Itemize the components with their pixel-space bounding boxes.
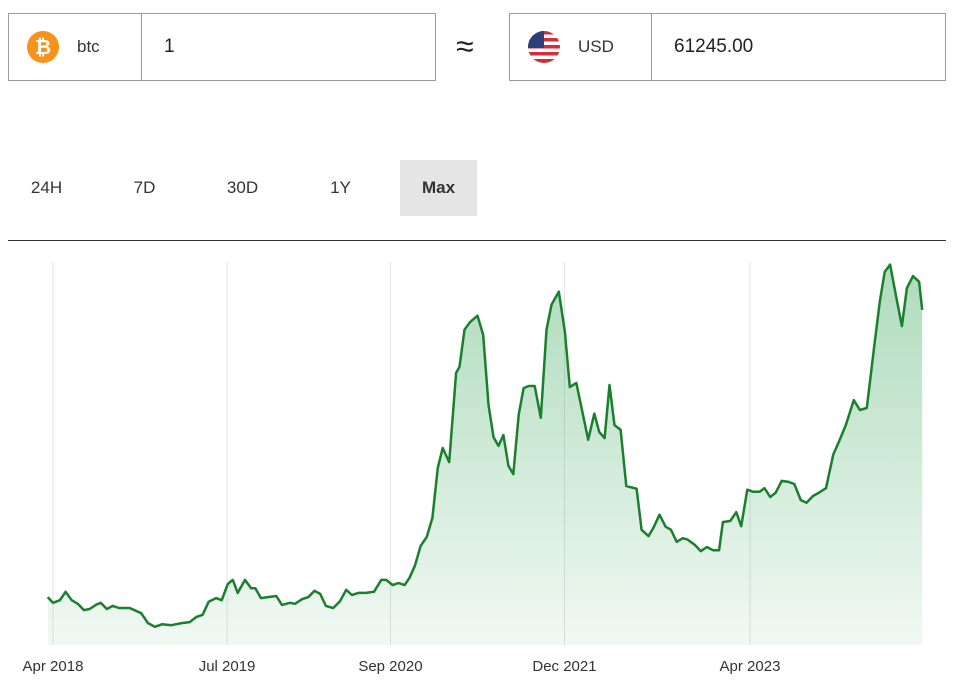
tab-max[interactable]: Max xyxy=(400,160,477,216)
tab-30d[interactable]: 30D xyxy=(226,178,259,197)
tab-1y[interactable]: 1Y xyxy=(330,178,351,197)
range-tabs: 24H 7D 30D 1Y Max xyxy=(8,160,498,216)
bitcoin-icon: ₿ xyxy=(27,31,59,63)
to-currency-code: USD xyxy=(578,37,614,56)
from-currency-field: ₿ btc xyxy=(8,13,436,81)
from-currency-code: btc xyxy=(77,37,100,56)
approx-symbol: ≈ xyxy=(456,28,474,64)
x-tick-label: Dec 2021 xyxy=(532,658,596,675)
from-currency-selector[interactable]: ₿ btc xyxy=(9,14,142,80)
x-tick-label: Sep 2020 xyxy=(358,658,422,675)
to-currency-field: USD xyxy=(509,13,946,81)
tab-24h[interactable]: 24H xyxy=(30,178,63,197)
tab-7d[interactable]: 7D xyxy=(133,178,156,197)
to-amount-input[interactable] xyxy=(652,13,945,81)
from-amount-input[interactable] xyxy=(142,13,435,81)
divider xyxy=(8,240,946,241)
x-tick-label: Apr 2023 xyxy=(720,658,781,675)
us-flag-icon xyxy=(528,31,560,63)
x-tick-label: Apr 2018 xyxy=(23,658,84,675)
price-area xyxy=(47,264,923,645)
price-line xyxy=(46,263,924,629)
x-tick-label: Jul 2019 xyxy=(199,658,256,675)
to-currency-selector[interactable]: USD xyxy=(510,14,652,80)
price-chart: Apr 2018 Jul 2019 Sep 2020 Dec 2021 Apr 2023 xyxy=(23,262,924,675)
svg-text:₿: ₿ xyxy=(35,37,51,59)
